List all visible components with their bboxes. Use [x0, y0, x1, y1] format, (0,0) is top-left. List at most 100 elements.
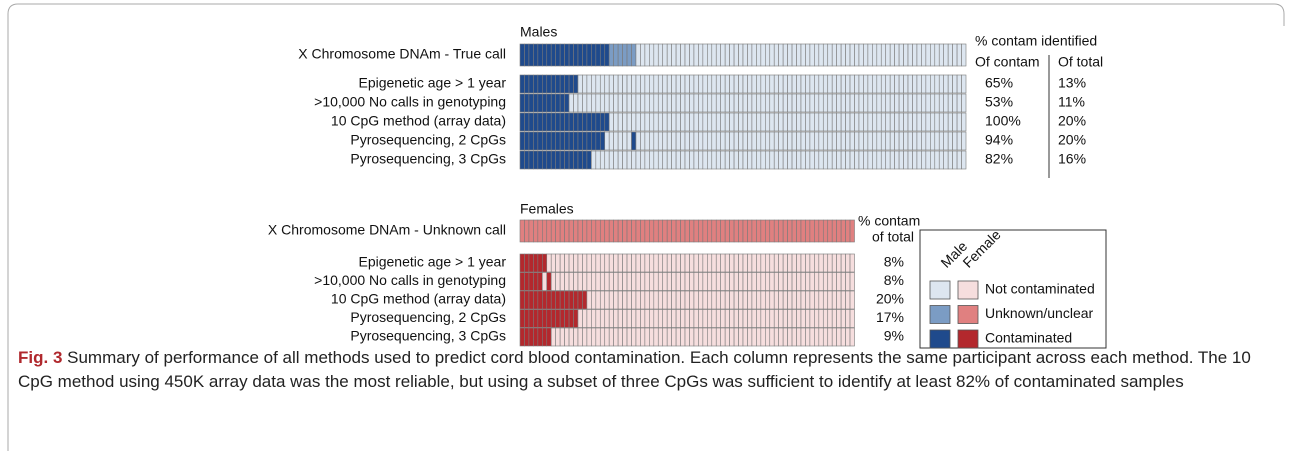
- cell: [840, 309, 846, 328]
- cell: [698, 93, 704, 113]
- cell: [599, 272, 606, 291]
- cell: [849, 290, 855, 310]
- cell: [671, 112, 677, 132]
- cell: [845, 131, 851, 151]
- cell: [559, 309, 565, 328]
- cell: [880, 112, 887, 132]
- cell: [528, 93, 534, 113]
- cell: [680, 43, 686, 67]
- cell: [724, 309, 730, 328]
- cell: [787, 272, 793, 291]
- cell: [684, 93, 690, 113]
- cell: [791, 112, 797, 132]
- cell: [546, 309, 552, 328]
- cell: [769, 253, 775, 273]
- cell: [943, 112, 949, 132]
- cell: [738, 290, 744, 310]
- cell: [702, 272, 708, 291]
- cell: [805, 309, 811, 328]
- cell: [778, 309, 784, 328]
- cell: [738, 219, 744, 243]
- cell: [796, 150, 802, 170]
- cell: [537, 150, 543, 170]
- cell: [885, 131, 891, 151]
- cell: [756, 290, 762, 310]
- panel-title: Females: [520, 201, 574, 217]
- cell: [854, 112, 860, 132]
- cell: [586, 74, 592, 94]
- cell: [653, 253, 659, 273]
- cell: [872, 43, 878, 67]
- cell: [591, 43, 597, 67]
- cell: [778, 272, 784, 291]
- cell: [827, 290, 833, 310]
- cell: [903, 150, 909, 170]
- cell: [635, 43, 641, 67]
- cell: [778, 327, 784, 347]
- cell: [898, 112, 904, 132]
- cell: [756, 272, 762, 291]
- cell: [814, 309, 820, 328]
- row-label: >10,000 No calls in genotyping: [314, 272, 506, 288]
- cell: [528, 309, 534, 328]
- cell: [537, 290, 543, 310]
- cell: [546, 112, 552, 132]
- cell: [720, 43, 726, 67]
- cell: [662, 112, 668, 132]
- cell: [519, 43, 525, 67]
- cell: [849, 112, 855, 132]
- cell: [885, 43, 891, 67]
- cell: [622, 309, 628, 328]
- cell: [827, 327, 833, 347]
- row-label: Pyrosequencing, 3 CpGs: [350, 328, 506, 344]
- cell: [626, 74, 632, 94]
- cell: [787, 93, 793, 113]
- cell: [671, 43, 677, 67]
- cell: [818, 112, 824, 132]
- pct-of-contam: 65%: [985, 75, 1013, 91]
- cell: [519, 93, 525, 113]
- cell: [595, 290, 601, 310]
- cell: [930, 74, 936, 94]
- cell: [586, 219, 592, 243]
- cell: [582, 272, 588, 291]
- cell: [604, 74, 610, 94]
- cell: [604, 43, 610, 67]
- cell: [537, 309, 543, 328]
- cell: [680, 219, 686, 243]
- cell: [541, 327, 548, 347]
- cell: [729, 74, 735, 94]
- cell: [729, 150, 735, 170]
- cell: [631, 93, 637, 113]
- cell: [787, 112, 793, 132]
- cell: [524, 43, 530, 67]
- cell: [689, 131, 695, 151]
- cell: [889, 112, 895, 132]
- cell: [582, 253, 588, 273]
- cell: [791, 272, 797, 291]
- cell: [568, 253, 574, 273]
- cell: [751, 150, 757, 170]
- cell: [528, 43, 534, 67]
- cell: [595, 327, 601, 347]
- cell: [666, 290, 672, 310]
- cell: [880, 74, 887, 94]
- cell: [849, 150, 855, 170]
- cell: [698, 150, 704, 170]
- cell: [698, 219, 704, 243]
- cell: [836, 93, 842, 113]
- cell: [956, 150, 962, 170]
- cell: [693, 219, 699, 243]
- cell: [787, 131, 793, 151]
- cell: [519, 272, 525, 291]
- cell: [831, 253, 837, 273]
- row-label: X Chromosome DNAm - True call: [298, 46, 506, 62]
- cell: [800, 93, 806, 113]
- cell: [845, 150, 851, 170]
- cell: [961, 112, 967, 132]
- cell: [564, 272, 570, 291]
- cell: [550, 131, 556, 151]
- cell: [791, 43, 797, 67]
- cell: [613, 112, 619, 132]
